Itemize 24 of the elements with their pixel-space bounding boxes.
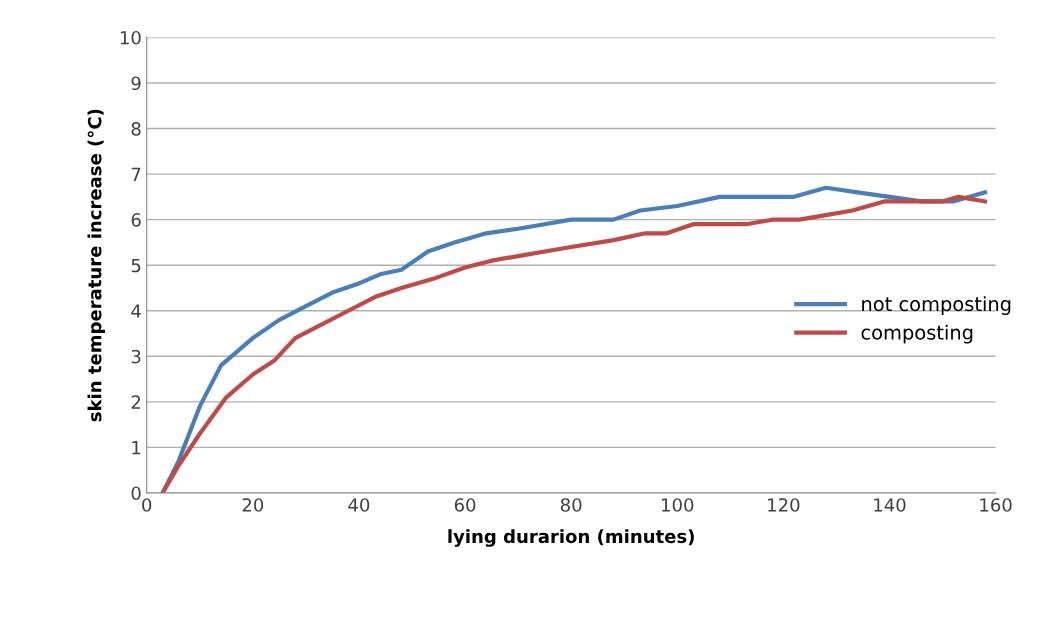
- y-tick-label: 2: [131, 395, 141, 409]
- y-tick-label: 9: [131, 76, 141, 91]
- x-tick-label: 20: [242, 498, 264, 512]
- y-tick-label: 5: [131, 258, 141, 273]
- y-tick-label: 8: [131, 122, 141, 136]
- y-axis-title: skin temperature increase (°C): [87, 109, 105, 422]
- y-tick-label: 4: [131, 304, 141, 318]
- y-tick-label: 0: [131, 486, 141, 501]
- y-tick-label: 10: [120, 30, 141, 45]
- x-tick-label: 60: [454, 498, 476, 512]
- x-tick-label: 140: [874, 498, 906, 512]
- x-tick-label: 120: [768, 498, 800, 512]
- y-tick-label: 7: [131, 167, 141, 181]
- legend-label: not composting: [862, 296, 1011, 315]
- y-tick-label: 6: [131, 213, 141, 227]
- y-tick-label: 3: [131, 349, 141, 364]
- x-tick-label: 40: [348, 498, 370, 512]
- x-tick-label: 100: [662, 498, 694, 512]
- x-tick-label: 80: [560, 498, 582, 512]
- x-tick-label: 0: [142, 498, 152, 512]
- x-tick-label: 160: [980, 498, 1012, 512]
- legend-label: composting: [861, 324, 973, 344]
- x-axis-title: lying durarion (minutes): [448, 529, 694, 547]
- y-tick-label: 1: [132, 441, 141, 455]
